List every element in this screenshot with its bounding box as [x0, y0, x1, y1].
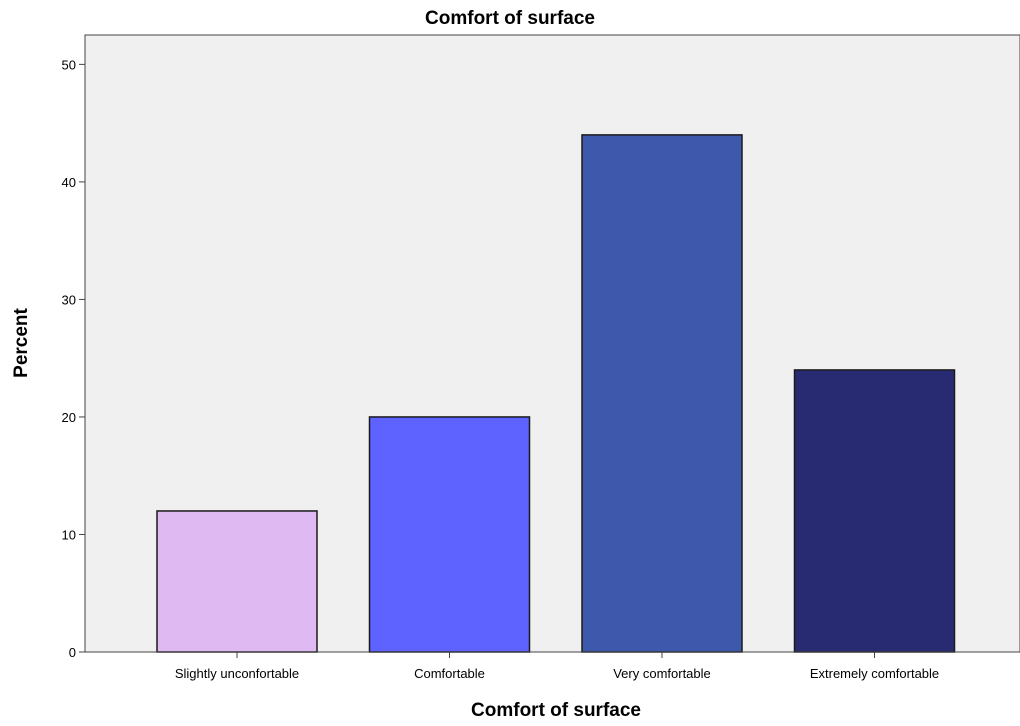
- chart-title: Comfort of surface: [425, 8, 595, 29]
- bar: [157, 511, 317, 652]
- x-axis-title: Comfort of surface: [471, 700, 641, 721]
- x-axis-tick-labels: Slightly unconfortable Comfortable Very co…: [175, 652, 939, 681]
- y-tick-label: 0: [69, 645, 76, 660]
- x-tick-label: Slightly unconfortable: [175, 666, 299, 681]
- bar: [582, 135, 742, 652]
- y-tick-label: 10: [62, 527, 76, 542]
- y-tick-label: 20: [62, 410, 76, 425]
- y-tick-label: 40: [62, 175, 76, 190]
- x-tick-label: Comfortable: [414, 666, 485, 681]
- x-tick-label: Extremely comfortable: [810, 666, 939, 681]
- bar: [370, 417, 530, 652]
- y-axis-ticks: 0 10 20 30 40 50: [62, 57, 85, 660]
- y-tick-label: 50: [62, 57, 76, 72]
- bar: [795, 370, 955, 652]
- y-axis-title: Percent: [11, 307, 32, 377]
- x-tick-label: Very comfortable: [613, 666, 711, 681]
- y-tick-label: 30: [62, 292, 76, 307]
